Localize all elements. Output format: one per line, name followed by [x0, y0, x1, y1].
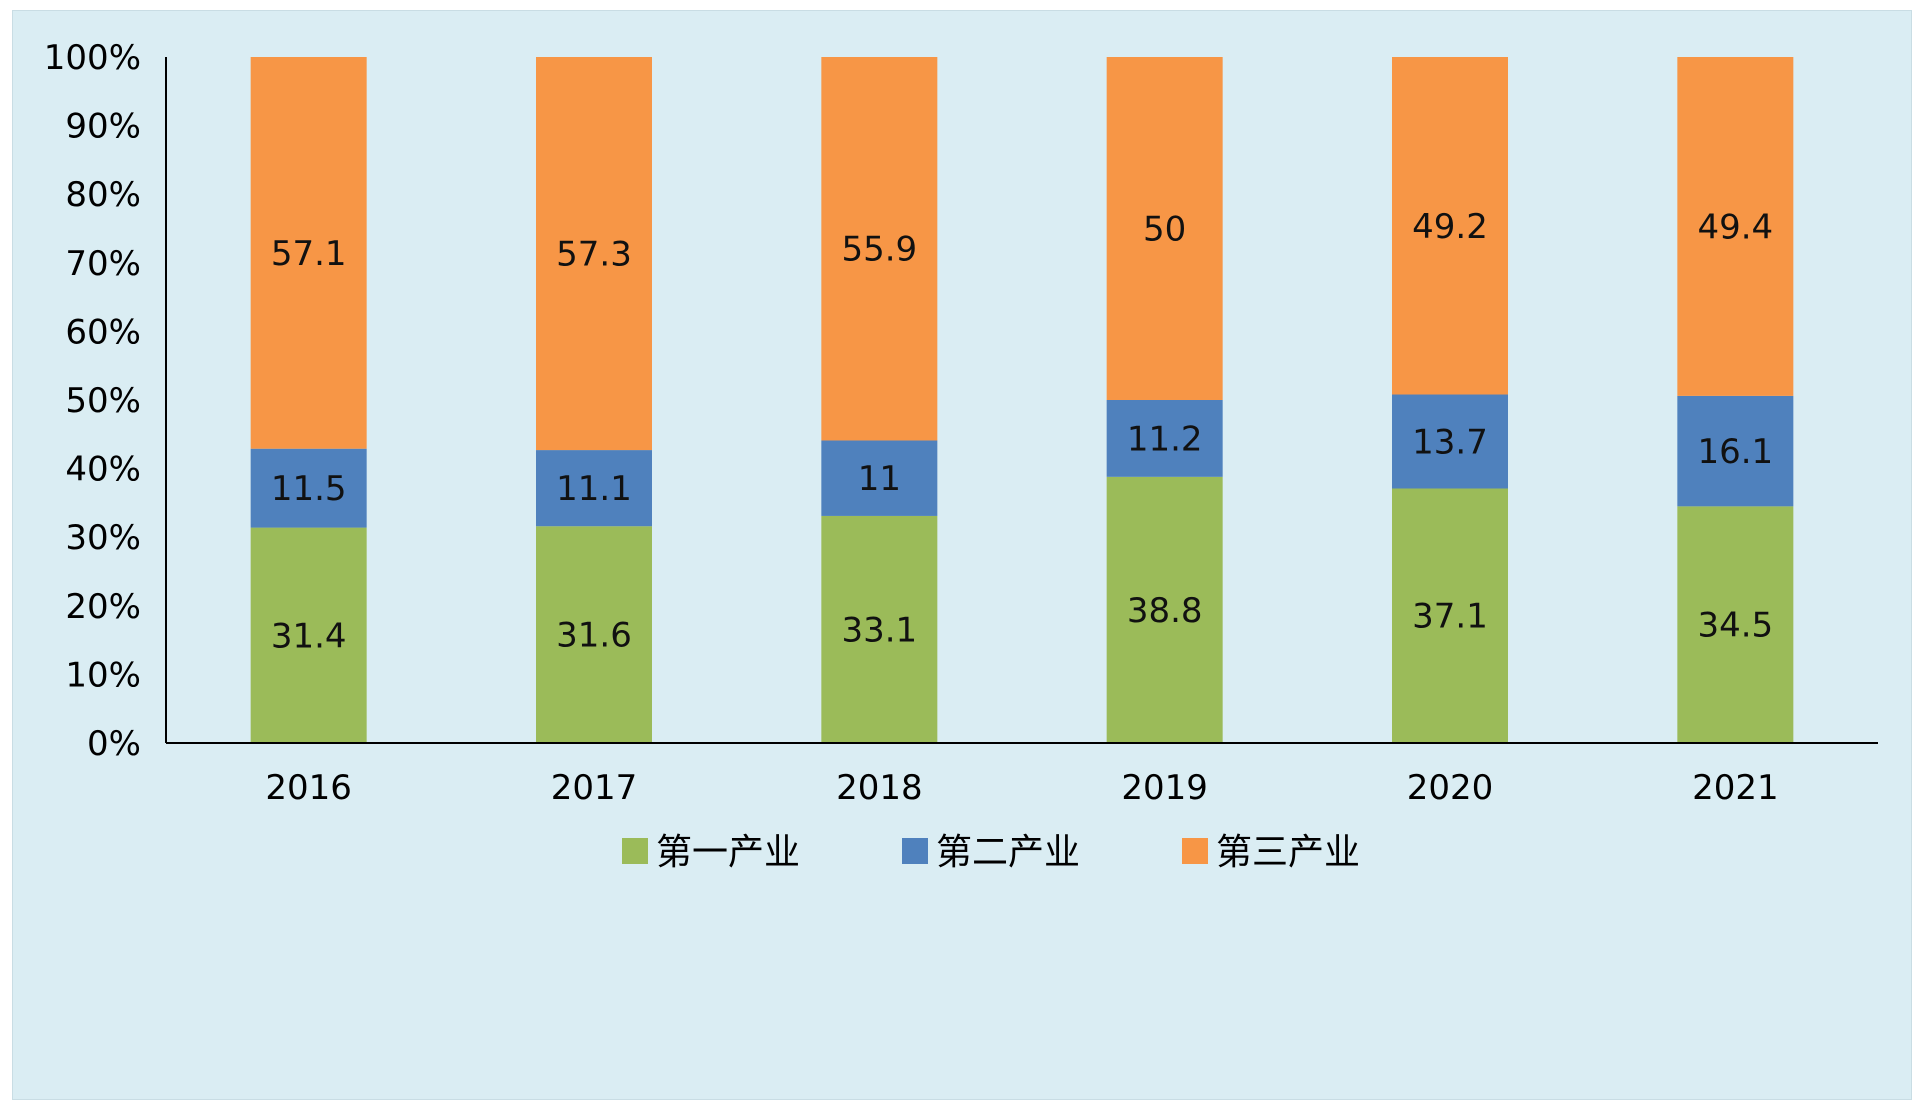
data-label-2016-s0: 31.4: [271, 616, 347, 656]
legend-swatch-s0: [622, 838, 648, 864]
legend-label-s1: 第二产业: [936, 832, 1080, 873]
bar-segment-2018-s2: [821, 57, 938, 441]
bar-segment-2020-s2: [1392, 57, 1508, 395]
bar-segment-2017-s1: [536, 450, 652, 527]
bar-segment-2021-s2: [1677, 57, 1794, 396]
bar-segment-2020-s1: [1392, 394, 1508, 489]
bar-segment-2019-s1: [1106, 400, 1223, 477]
data-label-2018-s0: 33.1: [841, 610, 917, 650]
data-label-2019-s1: 11.2: [1127, 419, 1203, 459]
bar-segment-2021-s1: [1677, 395, 1794, 507]
data-label-2021-s0: 34.5: [1697, 606, 1773, 646]
data-label-2020-s2: 49.2: [1412, 207, 1488, 247]
legend-swatch-s1: [902, 838, 928, 864]
data-label-2020-s1: 13.7: [1412, 423, 1488, 463]
data-label-2016-s2: 57.1: [271, 234, 347, 274]
data-label-2019-s0: 38.8: [1127, 591, 1203, 631]
data-label-2017-s2: 57.3: [556, 235, 632, 275]
bar-segment-2017-s0: [536, 526, 652, 743]
bar-segment-2016-s2: [250, 57, 367, 449]
y-tick-label-8: 80%: [65, 175, 141, 215]
y-tick-label-7: 70%: [65, 244, 141, 284]
data-label-2017-s0: 31.6: [556, 616, 632, 656]
y-tick-label-9: 90%: [65, 107, 141, 147]
y-tick-label-2: 20%: [65, 587, 141, 627]
axes-layer: 2016 2017 2018 2019 2020 2021 0% 10% 20% 30% 40% 50…: [44, 38, 1878, 808]
bar-segment-2020-s0: [1392, 488, 1508, 743]
data-label-2021-s2: 49.4: [1697, 207, 1773, 247]
bar-segment-2016-s0: [250, 527, 367, 743]
y-tick-label-1: 10%: [65, 655, 141, 695]
bar-segment-2019-s2: [1106, 57, 1223, 400]
y-tick-label-3: 30%: [65, 518, 141, 558]
data-label-2018-s2: 55.9: [841, 230, 917, 270]
x-tick-label-2017: 2017: [551, 768, 638, 808]
legend-label-s0: 第一产业: [656, 832, 800, 873]
bar-segment-2019-s0: [1106, 476, 1223, 743]
x-tick-label-2020: 2020: [1407, 768, 1494, 808]
data-labels-layer: 31.4 11.5 57.1 31.6 11.1 57.3 33.1 11 55.9 38.8 11…: [271, 207, 1773, 657]
chart-frame: 31.4 11.5 57.1 31.6 11.1 57.3 33.1 11 55.9 38.8 11…: [12, 10, 1912, 1100]
data-label-2018-s1: 11: [858, 459, 901, 499]
bars-layer: [250, 57, 1794, 743]
data-label-2020-s0: 37.1: [1412, 597, 1488, 637]
stacked-bar-chart: 31.4 11.5 57.1 31.6 11.1 57.3 33.1 11 55.9 38.8 11…: [44, 38, 1878, 873]
x-tick-label-2018: 2018: [836, 768, 923, 808]
y-tick-label-6: 60%: [65, 312, 141, 352]
x-tick-label-2016: 2016: [265, 768, 352, 808]
y-tick-label-0: 0%: [87, 724, 141, 764]
x-tick-label-2019: 2019: [1121, 768, 1208, 808]
bar-segment-2017-s2: [536, 57, 652, 451]
data-label-2021-s1: 16.1: [1697, 432, 1773, 472]
x-tick-label-2021: 2021: [1692, 768, 1779, 808]
y-tick-label-10: 100%: [44, 38, 141, 78]
data-label-2019-s2: 50: [1143, 210, 1186, 250]
y-tick-label-4: 40%: [65, 450, 141, 490]
data-label-2017-s1: 11.1: [556, 469, 632, 509]
data-label-2016-s1: 11.5: [271, 469, 347, 509]
legend-swatch-s2: [1182, 838, 1208, 864]
bar-segment-2018-s1: [821, 440, 938, 516]
bar-segment-2021-s0: [1677, 506, 1794, 743]
legend: 第一产业 第二产业 第三产业: [622, 832, 1360, 873]
bar-segment-2016-s1: [250, 448, 367, 528]
legend-label-s2: 第三产业: [1216, 832, 1360, 873]
y-tick-label-5: 50%: [65, 381, 141, 421]
bar-segment-2018-s0: [821, 515, 938, 743]
